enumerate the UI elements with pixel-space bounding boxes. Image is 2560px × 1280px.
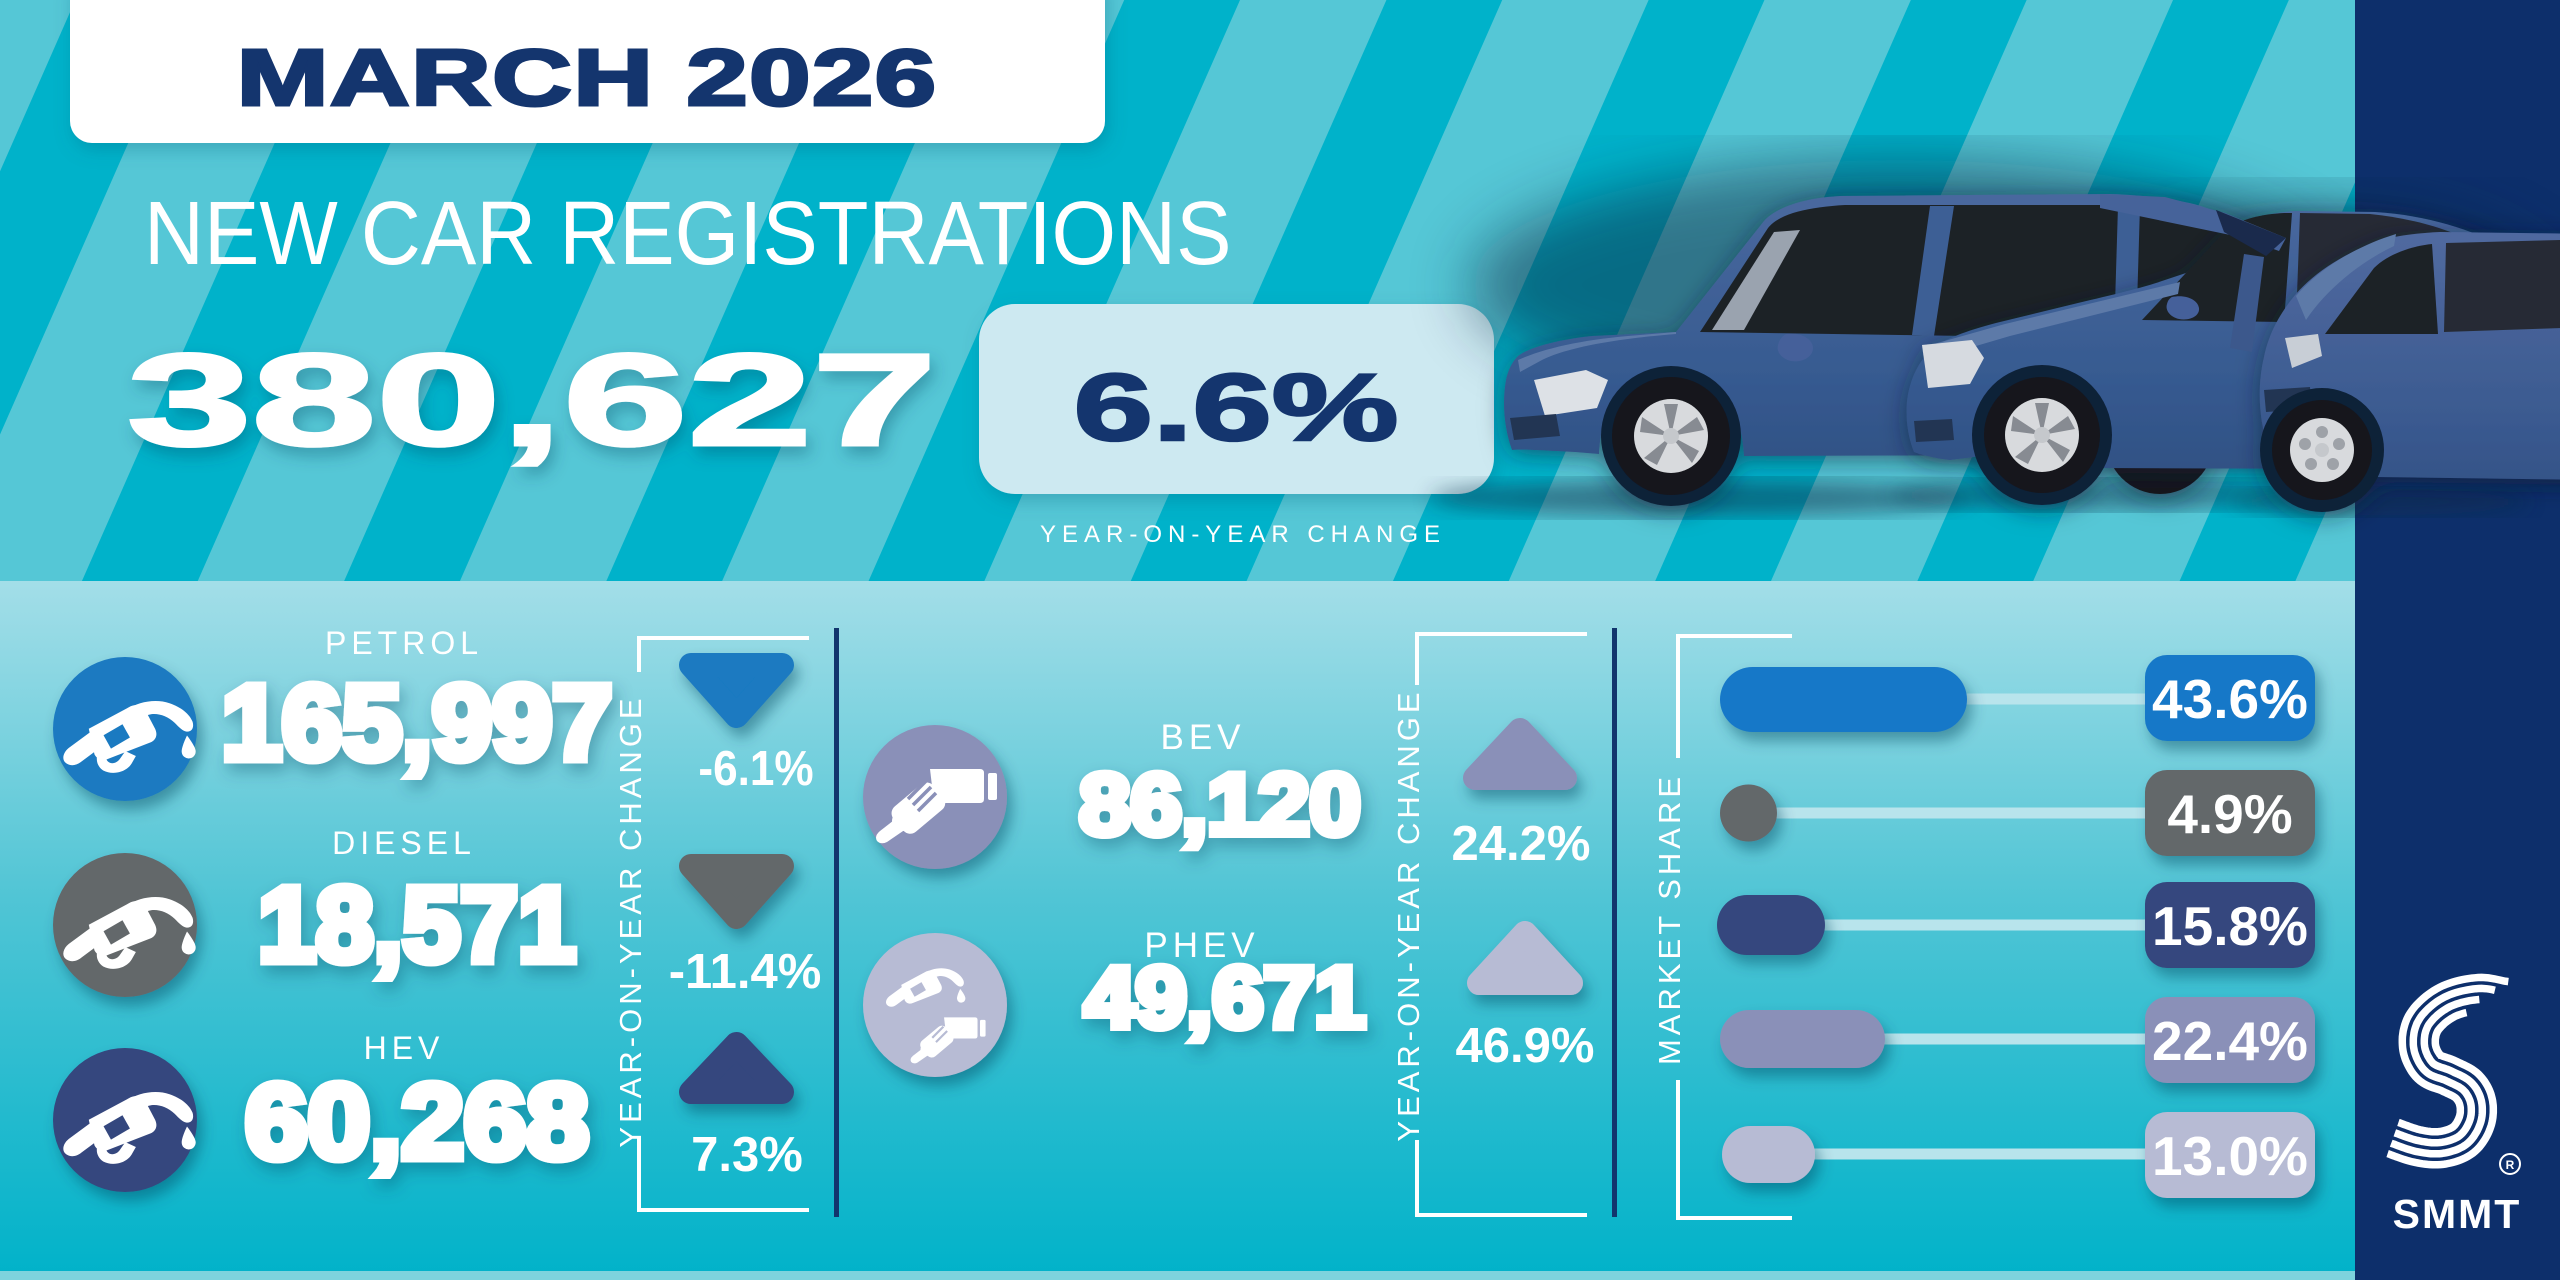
svg-text:YEAR-ON-YEAR CHANGE: YEAR-ON-YEAR CHANGE xyxy=(613,694,648,1147)
svg-text:165,997: 165,997 xyxy=(222,663,613,782)
svg-text:7.3%: 7.3% xyxy=(691,1128,803,1182)
svg-text:46.9%: 46.9% xyxy=(1456,1019,1595,1073)
svg-text:380,627: 380,627 xyxy=(127,326,937,472)
svg-text:6.6%: 6.6% xyxy=(1074,354,1399,461)
svg-text:YEAR-ON-YEAR CHANGE: YEAR-ON-YEAR CHANGE xyxy=(1040,521,1446,548)
svg-text:SMMT: SMMT xyxy=(2393,1191,2522,1237)
svg-text:60,268: 60,268 xyxy=(245,1063,589,1181)
svg-text:PETROL: PETROL xyxy=(325,625,483,661)
svg-text:13.0%: 13.0% xyxy=(2152,1125,2308,1187)
svg-text:DIESEL: DIESEL xyxy=(332,825,476,861)
svg-text:24.2%: 24.2% xyxy=(1452,817,1591,871)
svg-text:43.6%: 43.6% xyxy=(2152,668,2308,730)
svg-text:BEV: BEV xyxy=(1160,718,1245,757)
svg-text:YEAR-ON-YEAR CHANGE: YEAR-ON-YEAR CHANGE xyxy=(1391,688,1426,1141)
svg-text:49,671: 49,671 xyxy=(1084,949,1365,1046)
svg-text:18,571: 18,571 xyxy=(258,866,576,984)
svg-text:86,120: 86,120 xyxy=(1079,756,1360,853)
svg-text:MARCH 2026: MARCH 2026 xyxy=(237,34,938,123)
svg-text:R: R xyxy=(2506,1158,2515,1172)
svg-text:NEW CAR REGISTRATIONS: NEW CAR REGISTRATIONS xyxy=(144,184,1232,284)
svg-text:22.4%: 22.4% xyxy=(2152,1010,2308,1072)
svg-text:HEV: HEV xyxy=(364,1030,445,1066)
svg-text:15.8%: 15.8% xyxy=(2152,895,2308,957)
svg-text:4.9%: 4.9% xyxy=(2167,783,2292,845)
svg-text:-11.4%: -11.4% xyxy=(669,945,822,999)
svg-text:PHEV: PHEV xyxy=(1144,926,1259,965)
svg-text:-6.1%: -6.1% xyxy=(698,741,813,796)
svg-text:MARKET SHARE: MARKET SHARE xyxy=(1652,773,1687,1065)
